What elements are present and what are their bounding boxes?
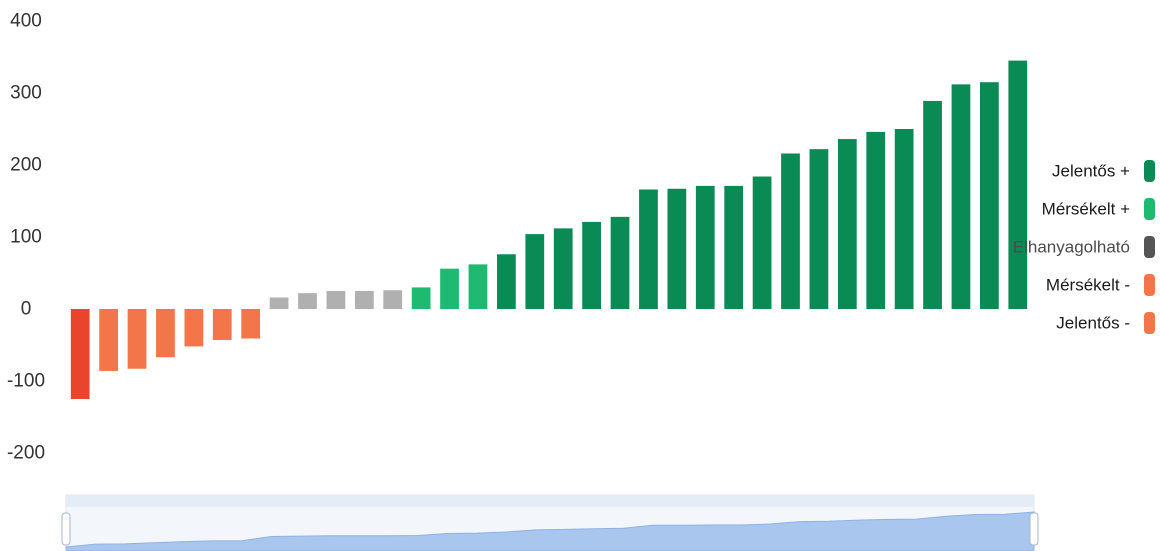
y-tick-label: 0 — [21, 299, 32, 320]
legend-swatch — [1144, 236, 1155, 258]
y-axis: 400 300 200 100 0 -100 -200 — [7, 11, 45, 464]
bar[interactable] — [212, 309, 232, 340]
bar[interactable] — [809, 149, 829, 309]
y-tick-label: -200 — [7, 443, 45, 464]
legend-label: Jelentős - — [1056, 314, 1130, 333]
legend-label: Mérsékelt + — [1042, 200, 1130, 219]
bar[interactable] — [724, 185, 744, 309]
bar[interactable] — [695, 185, 715, 309]
bar[interactable] — [639, 189, 658, 309]
y-tick-label: -100 — [7, 371, 45, 392]
legend-item[interactable]: Mérsékelt - — [1046, 274, 1155, 296]
bar[interactable] — [440, 268, 459, 309]
bar[interactable] — [99, 309, 118, 371]
bar[interactable] — [298, 293, 317, 309]
legend-swatch — [1144, 274, 1155, 296]
zoom-handle-right[interactable] — [1029, 512, 1039, 546]
bar[interactable] — [582, 221, 601, 309]
bar[interactable] — [326, 291, 346, 309]
bar[interactable] — [837, 139, 857, 309]
bar[interactable] — [269, 297, 289, 309]
legend-item[interactable]: Jelentős + — [1052, 160, 1155, 182]
bar[interactable] — [752, 176, 772, 309]
legend-item[interactable]: Jelentős - — [1056, 312, 1155, 334]
legend-label: Jelentős + — [1052, 162, 1130, 181]
legend-item[interactable]: Elhanyagolható — [1013, 236, 1155, 258]
bar[interactable] — [354, 291, 374, 309]
legend: Jelentős + Mérsékelt + Elhanyagolható Mérsé… — [1013, 160, 1155, 334]
zoom-track-header — [66, 495, 1034, 507]
bar[interactable] — [184, 309, 204, 347]
legend-item[interactable]: Mérsékelt + — [1042, 198, 1155, 220]
bar[interactable] — [610, 216, 630, 309]
y-tick-label: 300 — [10, 83, 42, 104]
bar[interactable] — [866, 131, 886, 309]
zoom-slider[interactable] — [61, 494, 1039, 551]
bar[interactable] — [383, 290, 403, 309]
legend-swatch — [1144, 198, 1155, 220]
bar[interactable] — [525, 234, 545, 309]
y-tick-label: 400 — [10, 11, 42, 32]
bar[interactable] — [411, 287, 431, 309]
bar[interactable] — [894, 129, 914, 309]
legend-swatch — [1144, 312, 1155, 334]
y-tick-label: 100 — [10, 227, 42, 248]
bar[interactable] — [497, 254, 516, 309]
legend-label: Mérsékelt - — [1046, 276, 1130, 295]
legend-label: Elhanyagolható — [1013, 238, 1130, 257]
bar[interactable] — [1008, 60, 1028, 309]
bar[interactable] — [923, 100, 942, 309]
bar[interactable] — [156, 309, 175, 358]
zoom-preview-area — [65, 511, 1035, 551]
bar[interactable] — [980, 82, 999, 309]
bar[interactable] — [468, 264, 488, 309]
bar[interactable] — [667, 188, 687, 309]
y-tick-label: 200 — [10, 155, 42, 176]
zoom-handle-left[interactable] — [61, 512, 71, 546]
bar[interactable] — [781, 153, 800, 309]
bar[interactable] — [241, 309, 261, 339]
bar[interactable] — [553, 228, 573, 309]
bars — [70, 60, 1028, 399]
bar[interactable] — [127, 309, 147, 369]
bar[interactable] — [70, 309, 90, 399]
bar[interactable] — [951, 84, 971, 309]
legend-swatch — [1144, 160, 1155, 182]
